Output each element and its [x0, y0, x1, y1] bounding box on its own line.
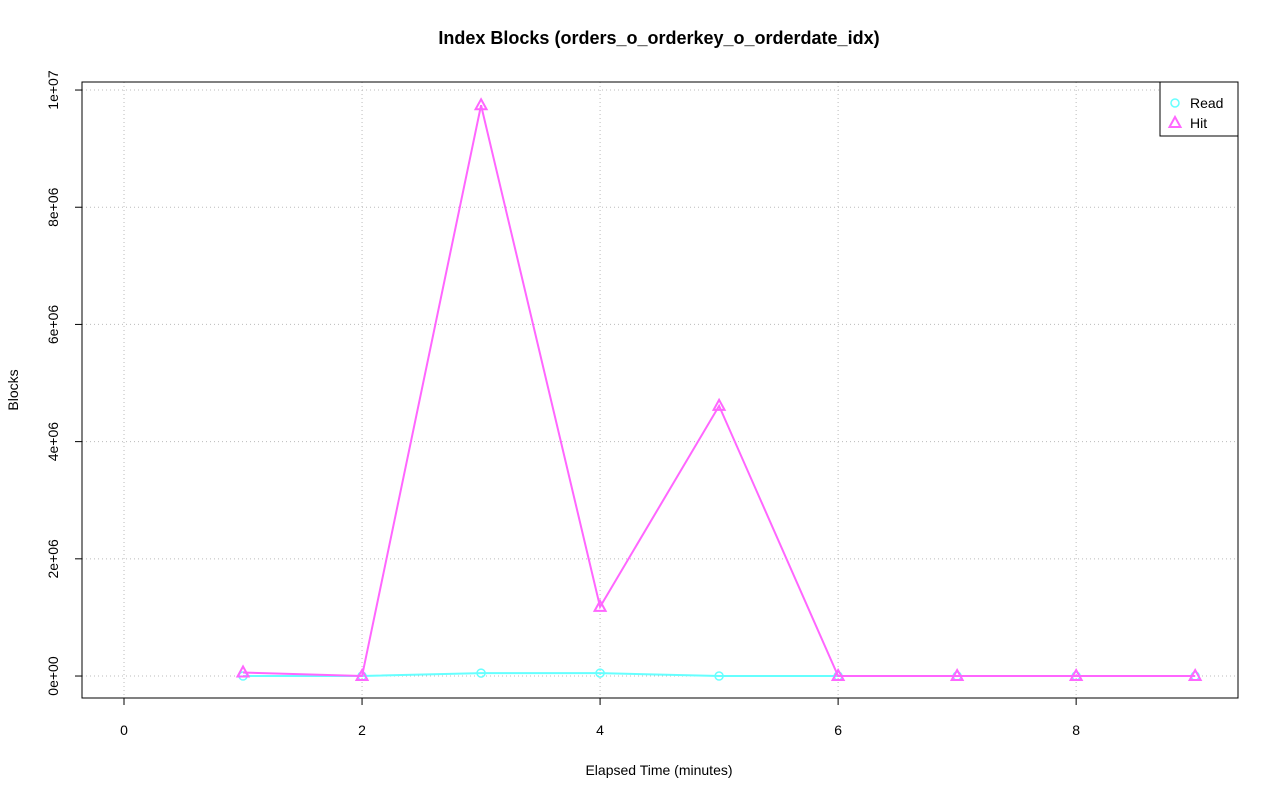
- y-tick-label: 4e+06: [45, 422, 61, 462]
- x-tick-label: 6: [834, 722, 842, 738]
- marker: [714, 671, 724, 681]
- marker: [473, 97, 489, 111]
- y-tick-label: 1e+07: [45, 70, 61, 110]
- x-axis-title: Elapsed Time (minutes): [585, 762, 732, 778]
- legend-marker: [1170, 98, 1180, 108]
- legend-label: Read: [1190, 95, 1223, 111]
- x-tick-label: 2: [358, 722, 366, 738]
- legend-marker: [1167, 114, 1183, 128]
- series-line: [242, 105, 1196, 678]
- y-tick-label: 2e+06: [45, 539, 61, 579]
- y-axis-title: Blocks: [5, 369, 21, 410]
- plot-frame: [81, 81, 1239, 699]
- marker: [592, 598, 608, 612]
- x-tick-label: 4: [596, 722, 604, 738]
- y-tick-label: 6e+06: [45, 305, 61, 345]
- marker: [476, 668, 486, 678]
- marker: [949, 667, 965, 682]
- marker: [711, 397, 727, 411]
- y-tick-label: 0e+00: [45, 656, 61, 696]
- marker: [354, 667, 370, 682]
- marker: [235, 664, 251, 678]
- chart-title: Index Blocks (orders_o_orderkey_o_orderd…: [438, 28, 879, 48]
- marker: [830, 667, 846, 682]
- x-tick-label: 0: [120, 722, 128, 738]
- marker: [595, 668, 605, 678]
- marker: [1068, 667, 1084, 682]
- x-tick-label: 8: [1072, 722, 1080, 738]
- marker: [1187, 667, 1203, 682]
- y-tick-label: 8e+06: [45, 187, 61, 227]
- legend-label: Hit: [1190, 115, 1207, 131]
